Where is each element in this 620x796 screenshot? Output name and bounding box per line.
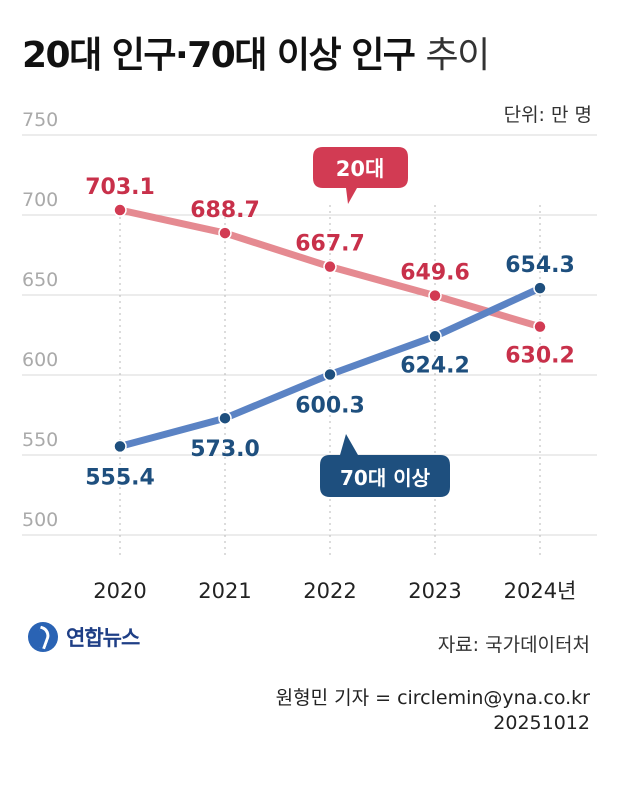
x-tick-label: 2024년 bbox=[504, 579, 577, 603]
line-chart: 750 700 650 600 550 500 2020 2021 2022 2023 2024년 7… bbox=[22, 109, 597, 603]
yonhap-logo: 연합뉴스 bbox=[28, 622, 140, 652]
data-label: 654.3 bbox=[505, 253, 575, 278]
data-point bbox=[323, 367, 337, 382]
legend-callout-70s bbox=[320, 434, 450, 497]
data-label: 703.1 bbox=[85, 175, 155, 200]
data-label: 573.0 bbox=[190, 437, 260, 462]
y-tick-label: 700 bbox=[22, 189, 58, 211]
x-tick-label: 2021 bbox=[198, 579, 251, 603]
data-point bbox=[113, 439, 127, 454]
chart-title: 20대 인구·70대 이상 인구 추이 bbox=[22, 26, 490, 78]
legend-callout-20s bbox=[313, 147, 408, 204]
credit-block: 원형민 기자 = circlemin@yna.co.kr 20251012 bbox=[276, 686, 590, 736]
data-point bbox=[113, 203, 127, 217]
data-label: 600.3 bbox=[295, 394, 365, 419]
data-point bbox=[533, 319, 547, 334]
data-label: 624.2 bbox=[400, 353, 470, 378]
data-point bbox=[428, 288, 442, 303]
yonhap-logo-icon bbox=[28, 622, 58, 652]
logo-text: 연합뉴스 bbox=[66, 626, 140, 650]
data-label: 667.7 bbox=[295, 232, 365, 257]
y-tick-label: 500 bbox=[22, 509, 58, 531]
data-label: 630.2 bbox=[505, 344, 575, 369]
chart-title-suffix: 추이 bbox=[425, 35, 490, 76]
y-tick-label: 650 bbox=[22, 269, 58, 291]
legend-label: 20대 bbox=[336, 157, 385, 181]
y-tick-label: 750 bbox=[22, 109, 58, 131]
chart-title-main: 20대 인구·70대 이상 인구 bbox=[22, 35, 416, 76]
data-point bbox=[218, 411, 232, 425]
legend-label: 70대 이상 bbox=[340, 466, 431, 490]
data-label: 688.7 bbox=[190, 198, 260, 223]
x-tick-label: 2020 bbox=[93, 579, 146, 603]
data-label: 649.6 bbox=[400, 261, 470, 286]
x-tick-label: 2022 bbox=[303, 579, 356, 603]
date-text: 20251012 bbox=[493, 712, 590, 734]
unit-label: 단위: 만 명 bbox=[503, 104, 592, 126]
data-point bbox=[218, 226, 232, 240]
data-point bbox=[323, 259, 337, 274]
data-point bbox=[533, 281, 547, 295]
data-label: 555.4 bbox=[85, 465, 155, 490]
data-point bbox=[428, 329, 442, 344]
source-text: 자료: 국가데이터처 bbox=[437, 634, 590, 656]
reporter-text: 원형민 기자 = circlemin@yna.co.kr bbox=[275, 687, 590, 709]
y-tick-label: 550 bbox=[22, 429, 58, 451]
x-tick-label: 2023 bbox=[408, 579, 461, 603]
y-tick-label: 600 bbox=[22, 349, 58, 371]
